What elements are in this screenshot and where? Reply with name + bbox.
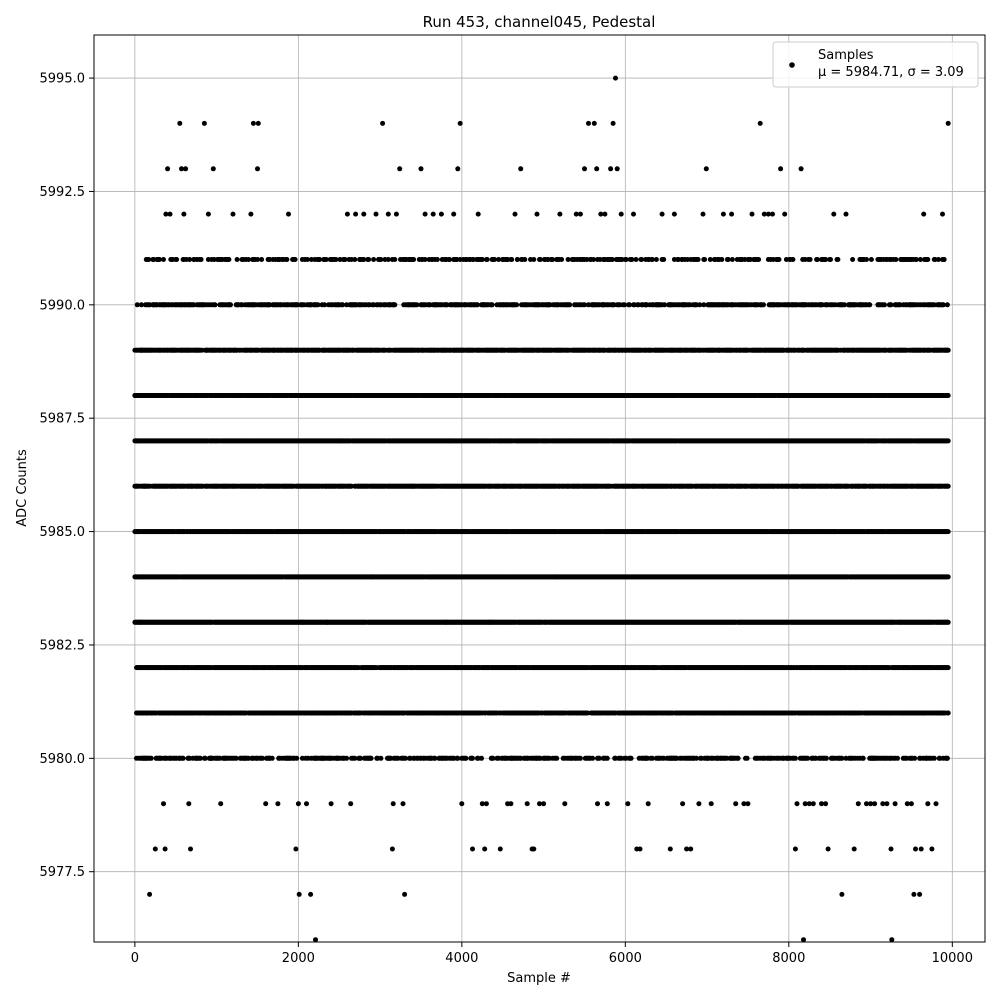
data-point [882, 302, 887, 308]
data-point [622, 302, 627, 308]
data-point [841, 302, 847, 308]
data-point [945, 438, 951, 444]
data-point [212, 302, 218, 308]
data-point [944, 302, 950, 308]
data-point [582, 302, 587, 308]
data-point [322, 302, 327, 308]
data-point [761, 302, 766, 308]
data-point [697, 302, 703, 308]
data-points [132, 75, 951, 943]
data-point [340, 302, 345, 308]
data-point [945, 393, 951, 398]
data-point [414, 302, 420, 308]
data-point [489, 302, 495, 308]
data-point [662, 302, 668, 308]
data-point [945, 483, 951, 489]
data-point [134, 302, 140, 308]
data-point [701, 302, 707, 308]
data-point [867, 302, 873, 308]
data-point [567, 302, 573, 308]
data-point [514, 302, 520, 308]
data-point [888, 302, 894, 308]
data-point [138, 302, 144, 308]
data-point [626, 302, 632, 308]
data-point [315, 302, 321, 308]
data-point [392, 302, 398, 308]
data-point [228, 302, 233, 308]
data-point [474, 302, 480, 308]
